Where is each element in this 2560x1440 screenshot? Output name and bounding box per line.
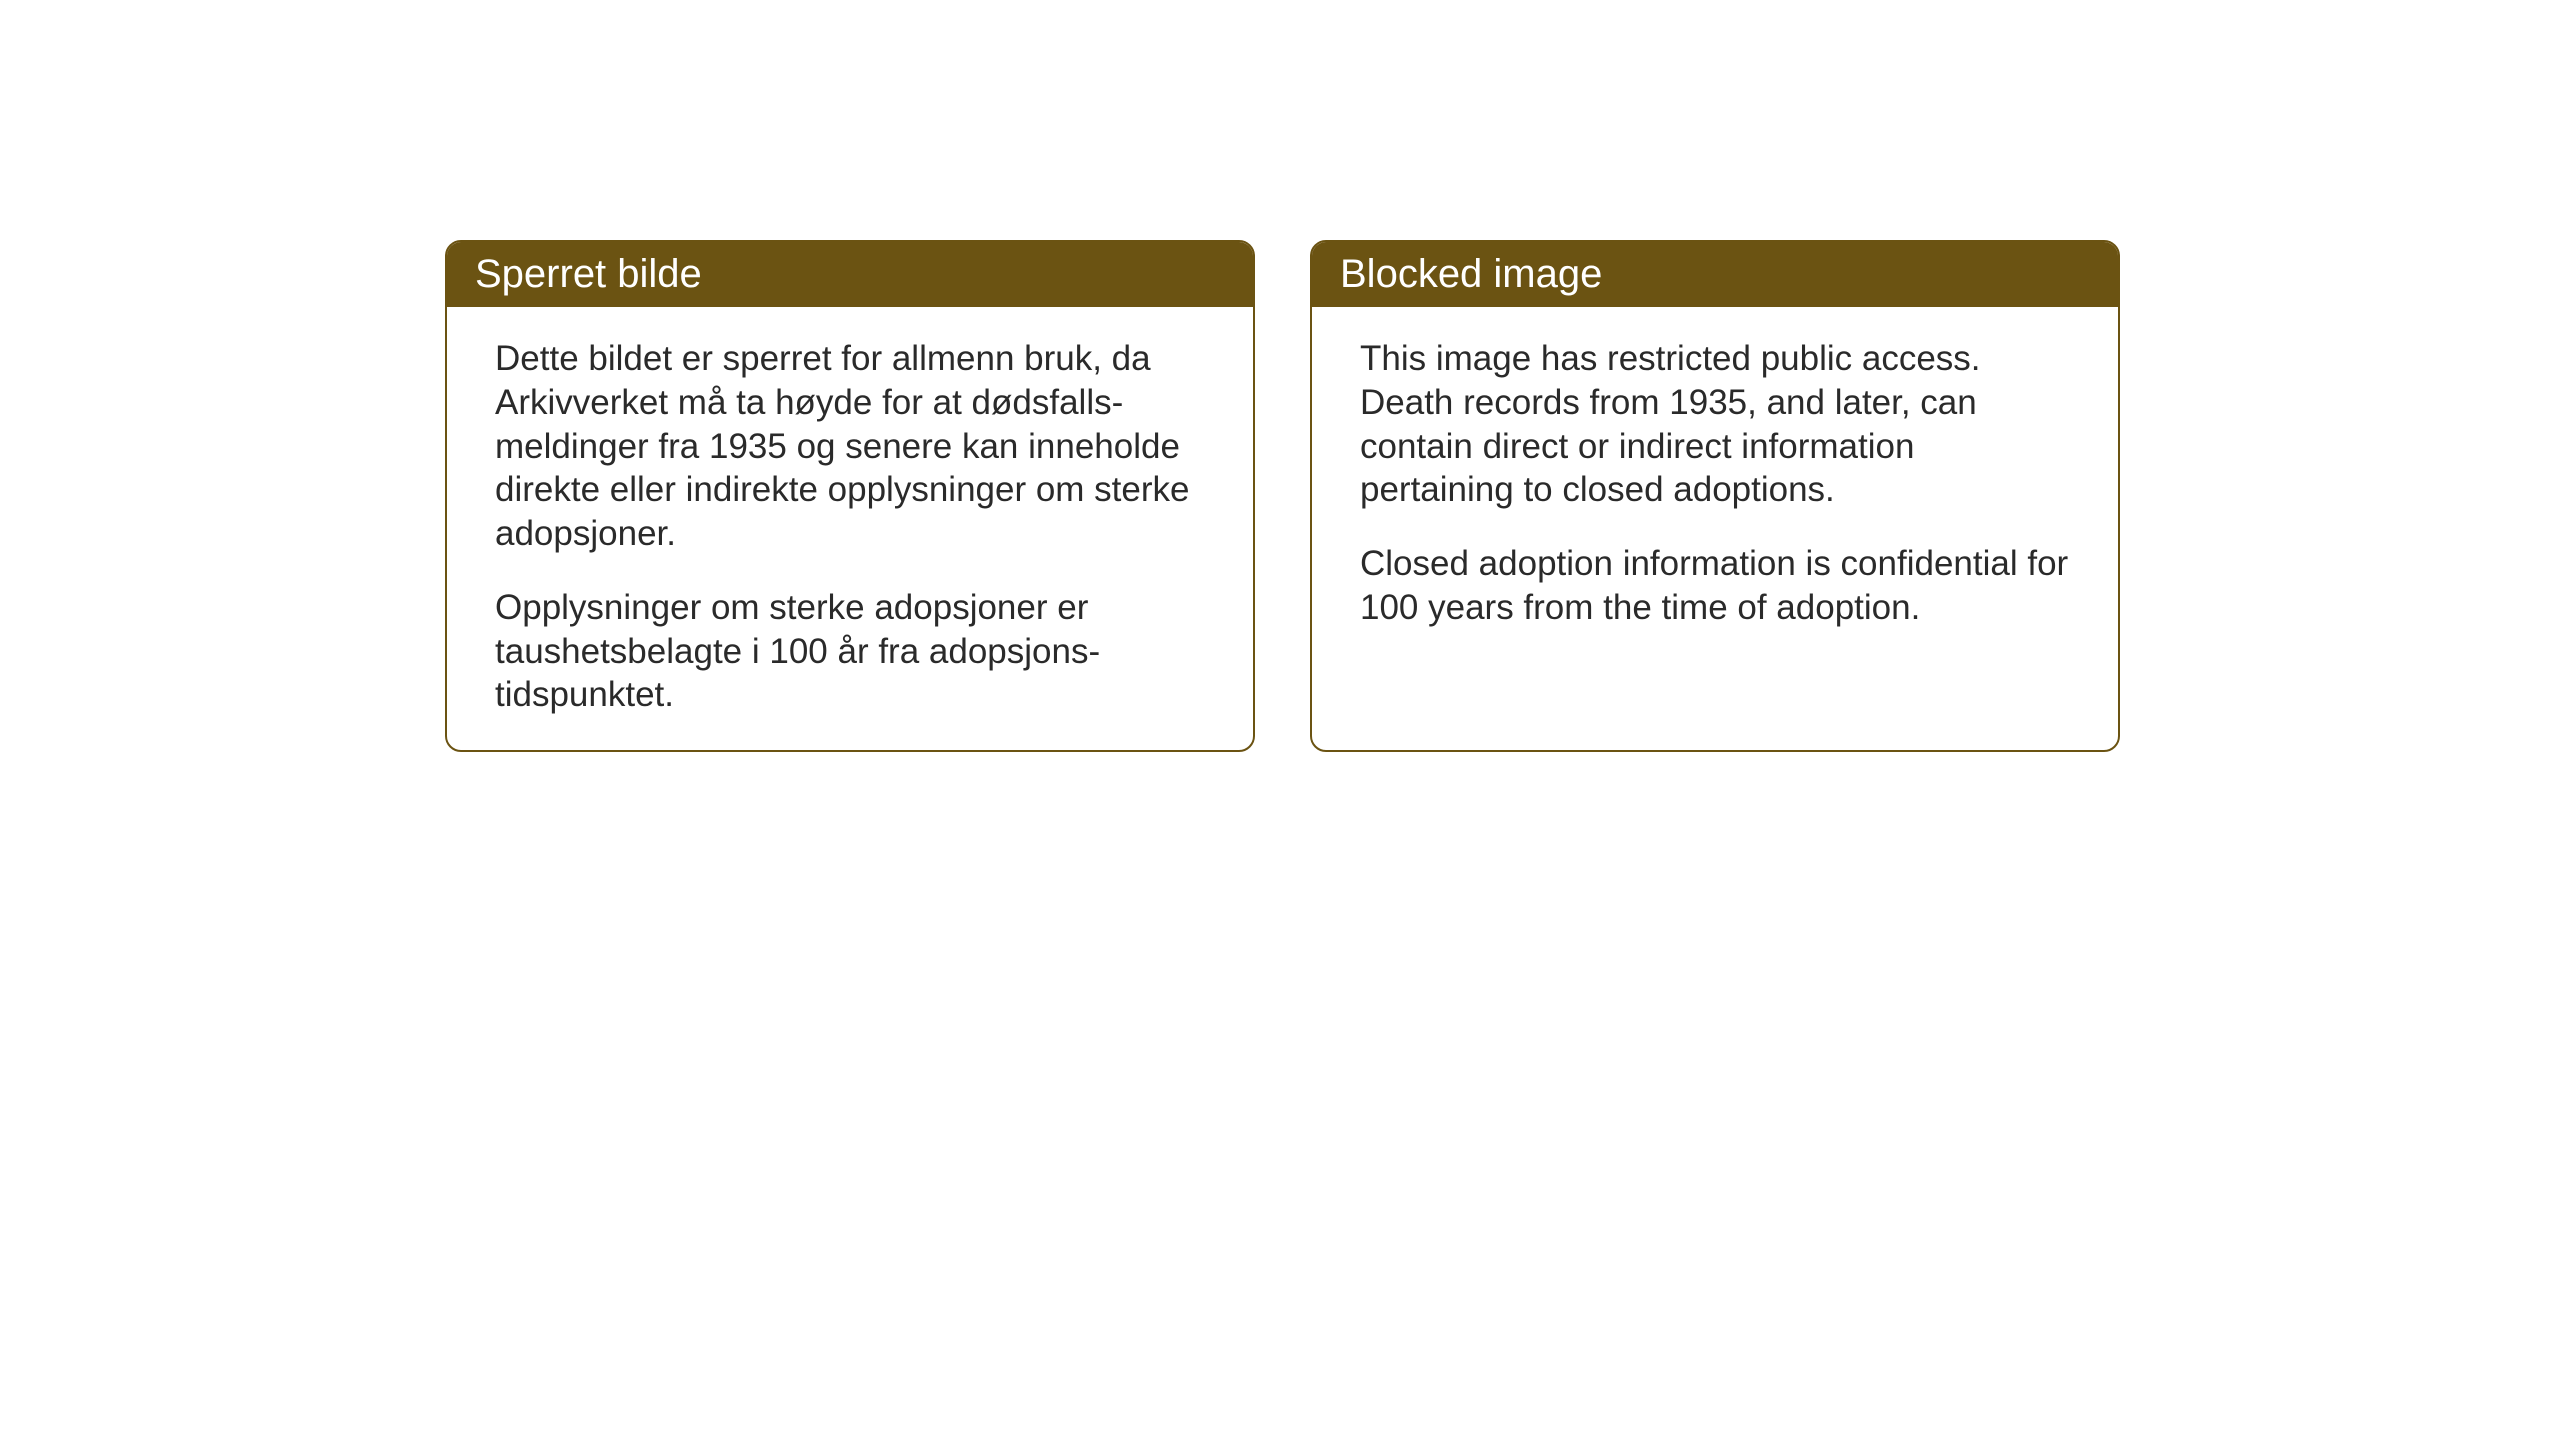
english-notice-card: Blocked image This image has restricted …: [1310, 240, 2120, 752]
notice-cards-container: Sperret bilde Dette bildet er sperret fo…: [445, 240, 2120, 752]
english-card-header: Blocked image: [1312, 242, 2118, 307]
english-card-title: Blocked image: [1340, 252, 1602, 296]
norwegian-paragraph-1: Dette bildet er sperret for allmenn bruk…: [495, 337, 1205, 556]
norwegian-card-title: Sperret bilde: [475, 252, 702, 296]
english-paragraph-2: Closed adoption information is confident…: [1360, 542, 2070, 630]
norwegian-card-body: Dette bildet er sperret for allmenn bruk…: [447, 307, 1253, 752]
norwegian-notice-card: Sperret bilde Dette bildet er sperret fo…: [445, 240, 1255, 752]
norwegian-paragraph-2: Opplysninger om sterke adopsjoner er tau…: [495, 586, 1205, 717]
english-card-body: This image has restricted public access.…: [1312, 307, 2118, 670]
norwegian-card-header: Sperret bilde: [447, 242, 1253, 307]
english-paragraph-1: This image has restricted public access.…: [1360, 337, 2070, 512]
